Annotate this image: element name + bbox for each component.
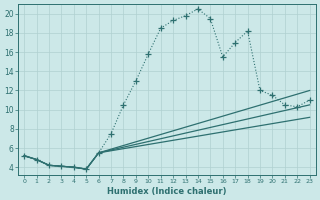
- X-axis label: Humidex (Indice chaleur): Humidex (Indice chaleur): [107, 187, 227, 196]
